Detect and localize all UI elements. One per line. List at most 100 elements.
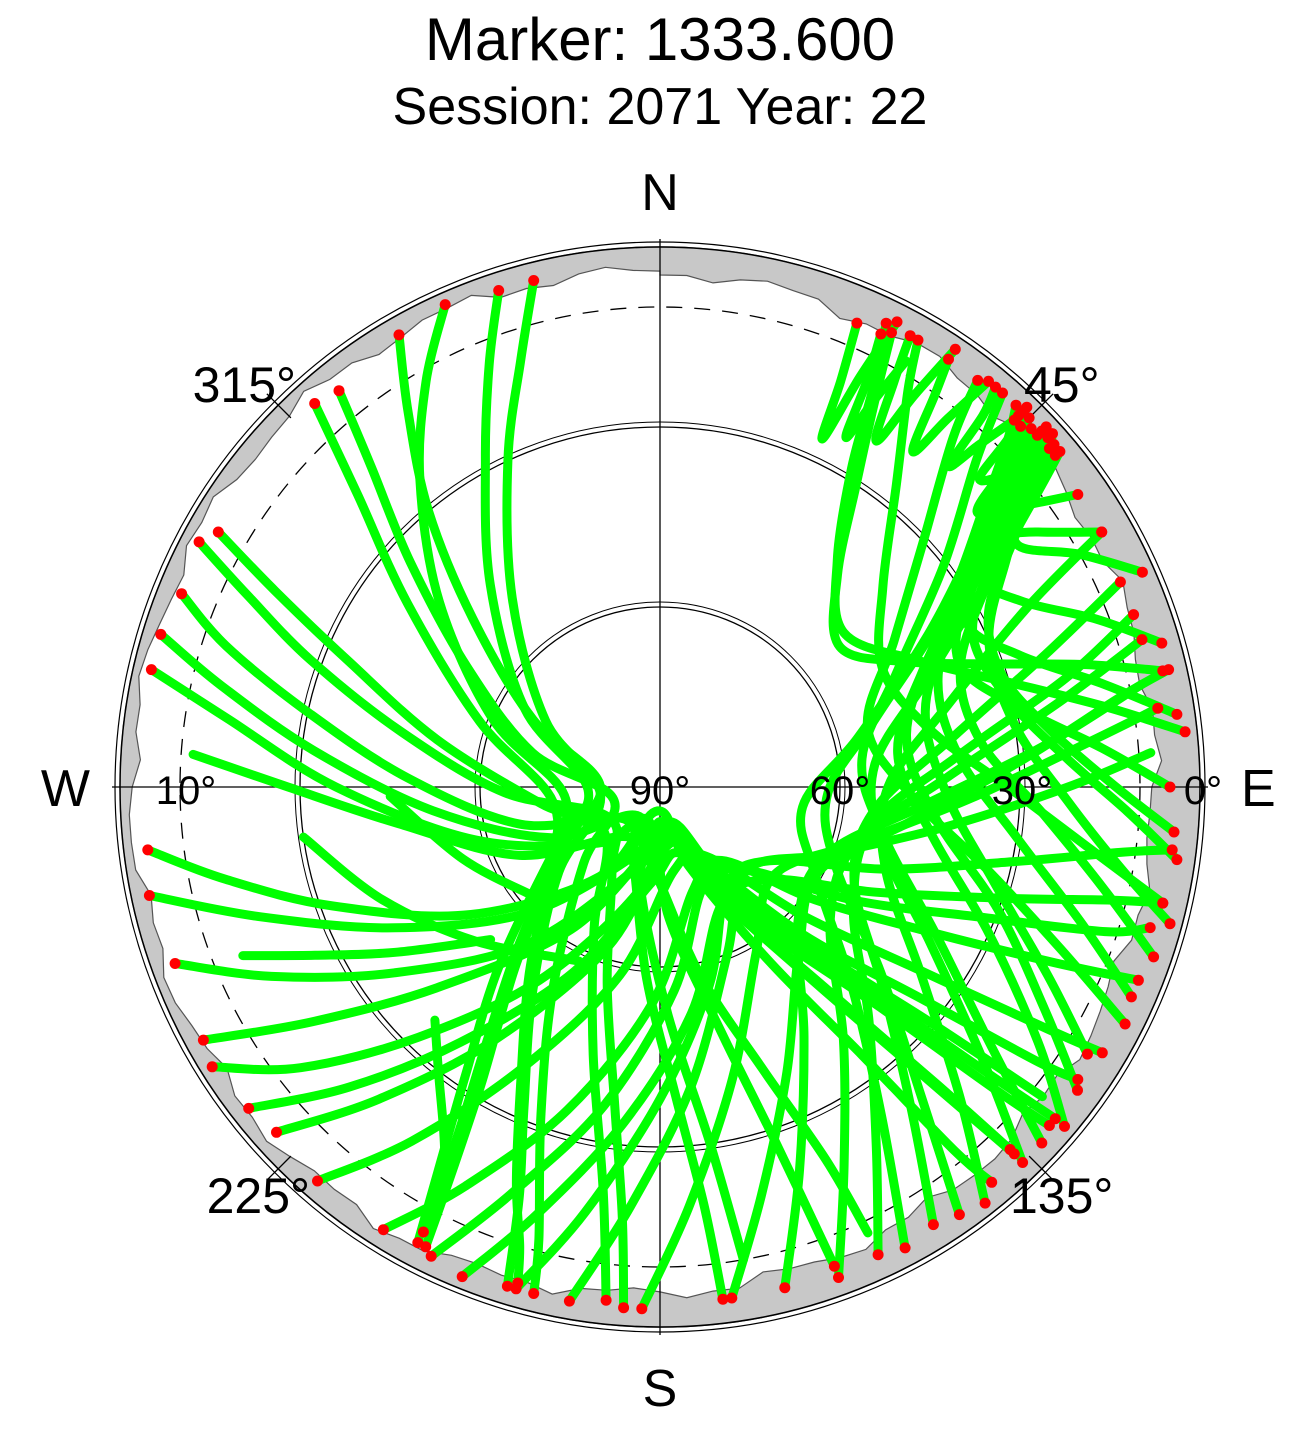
track-endpoint-6-start — [309, 398, 321, 409]
satellite-track-61 — [385, 791, 536, 900]
track-endpoint-53-end — [886, 327, 897, 339]
track-endpoint-43-start — [1156, 637, 1168, 649]
track-endpoint-27-start — [779, 1282, 791, 1294]
track-endpoint-45-start — [1096, 526, 1108, 538]
track-endpoint-19-start — [312, 1175, 323, 1187]
track-endpoint-59-end — [1025, 423, 1037, 435]
track-endpoint-3-start — [493, 285, 505, 296]
track-endpoint-51-end — [875, 328, 887, 340]
track-endpoint-18-start — [271, 1126, 282, 1138]
track-endpoint-23-start — [510, 1283, 522, 1295]
track-endpoint-36-start — [1125, 991, 1137, 1003]
track-endpoint-14-start — [169, 958, 181, 969]
satellite-track-62 — [188, 749, 873, 1238]
track-endpoint-5-end — [528, 1288, 540, 1299]
satellite-track-3 — [413, 286, 594, 1248]
track-endpoint-28-end — [1136, 634, 1148, 646]
azimuth-tick-135 — [1028, 1155, 1054, 1181]
track-endpoint-46-end — [1023, 412, 1035, 424]
track-endpoint-57-end — [997, 387, 1008, 399]
track-endpoint-16-start — [206, 1061, 218, 1073]
track-endpoint-4-end — [501, 1280, 513, 1292]
track-endpoint-19-end — [1096, 1047, 1108, 1059]
track-endpoint-12-end — [986, 1176, 998, 1188]
elevation-label-30: 30° — [992, 769, 1053, 813]
track-endpoint-17-start — [243, 1102, 255, 1114]
direction-label-e: E — [1241, 760, 1276, 818]
track-endpoint-54-end — [880, 317, 892, 329]
track-endpoint-12-start — [142, 844, 154, 856]
track-endpoint-4-start — [528, 275, 540, 286]
track-endpoint-20-start — [377, 1224, 389, 1236]
track-endpoint-35-start — [1081, 1048, 1093, 1060]
track-endpoint-1-start — [439, 299, 451, 311]
satellite-track-53 — [828, 328, 1168, 676]
track-endpoint-41-start — [1164, 781, 1176, 793]
track-endpoint-56-start — [1119, 1018, 1131, 1030]
satellite-track-40 — [983, 440, 1179, 837]
satellite-track-11 — [146, 665, 839, 1271]
track-endpoint-53-start — [1157, 665, 1169, 677]
track-endpoint-21-start — [425, 1250, 437, 1262]
elevation-label-90: 90° — [630, 769, 691, 813]
satellite-track-21 — [426, 864, 1155, 1261]
track-endpoint-20-end — [1132, 974, 1144, 986]
track-endpoint-35-end — [1010, 399, 1022, 411]
elevation-label-0: 0° — [1184, 769, 1222, 813]
track-endpoint-59-start — [899, 1242, 911, 1254]
satellite-track-64 — [238, 935, 496, 961]
track-endpoint-22-start — [456, 1271, 468, 1283]
track-endpoint-25-end — [1152, 702, 1164, 714]
track-endpoints — [142, 275, 1191, 1315]
track-endpoint-10-start — [155, 628, 167, 640]
track-endpoint-30-start — [927, 1219, 939, 1231]
track-endpoint-39-start — [1171, 854, 1183, 866]
track-endpoint-11-start — [145, 664, 157, 676]
direction-label-w: W — [41, 760, 90, 818]
track-endpoint-47-end — [1021, 401, 1033, 413]
satellite-track-23 — [511, 845, 1177, 1294]
track-endpoint-42-start — [1171, 708, 1183, 720]
track-endpoint-28-start — [833, 1272, 844, 1283]
track-endpoint-54-start — [1179, 726, 1191, 738]
satellite-track-57 — [857, 388, 1047, 1148]
track-endpoint-38-start — [1164, 918, 1176, 930]
track-endpoint-58-start — [953, 1209, 965, 1221]
track-endpoint-2-start — [393, 329, 405, 341]
satellite-track-17 — [244, 848, 1054, 1130]
track-endpoint-49-end — [943, 353, 954, 365]
azimuth-label-315: 315° — [193, 357, 296, 413]
track-endpoint-55-start — [1157, 897, 1169, 909]
track-endpoint-6-end — [420, 1241, 432, 1253]
satellite-track-54 — [830, 318, 1190, 737]
satellite-track-18 — [272, 836, 1083, 1137]
track-endpoint-9-end — [717, 1293, 729, 1305]
track-endpoint-37-start — [1148, 951, 1160, 963]
track-endpoint-11-end — [828, 1260, 840, 1272]
track-endpoint-46-start — [1072, 489, 1084, 500]
azimuth-tick-225 — [266, 1155, 292, 1181]
track-endpoint-8-start — [212, 526, 224, 538]
track-endpoint-2-end — [417, 1226, 429, 1238]
azimuth-tick-45 — [1028, 393, 1054, 419]
track-endpoint-26-start — [726, 1292, 738, 1304]
satellite-tracks — [143, 276, 1190, 1314]
track-endpoint-50-start — [949, 343, 961, 355]
track-endpoint-34-start — [1072, 1084, 1083, 1096]
direction-label-n: N — [641, 164, 679, 222]
track-endpoint-14-end — [1004, 1144, 1016, 1155]
azimuth-label-225: 225° — [207, 1168, 310, 1224]
track-endpoint-25-start — [636, 1303, 648, 1315]
track-endpoint-15-start — [197, 1034, 209, 1046]
azimuth-tick-315 — [266, 393, 292, 419]
track-endpoint-13-start — [143, 890, 155, 901]
satellite-track-15 — [198, 830, 1060, 1124]
satellite-track-59 — [796, 424, 1036, 1253]
track-endpoint-5-start — [333, 385, 345, 397]
track-endpoint-7-start — [193, 536, 205, 548]
track-endpoint-18-end — [1072, 1074, 1084, 1085]
azimuth-label-45: 45° — [1024, 357, 1100, 413]
track-endpoint-8-end — [600, 1294, 612, 1306]
track-endpoint-56-end — [972, 374, 984, 386]
